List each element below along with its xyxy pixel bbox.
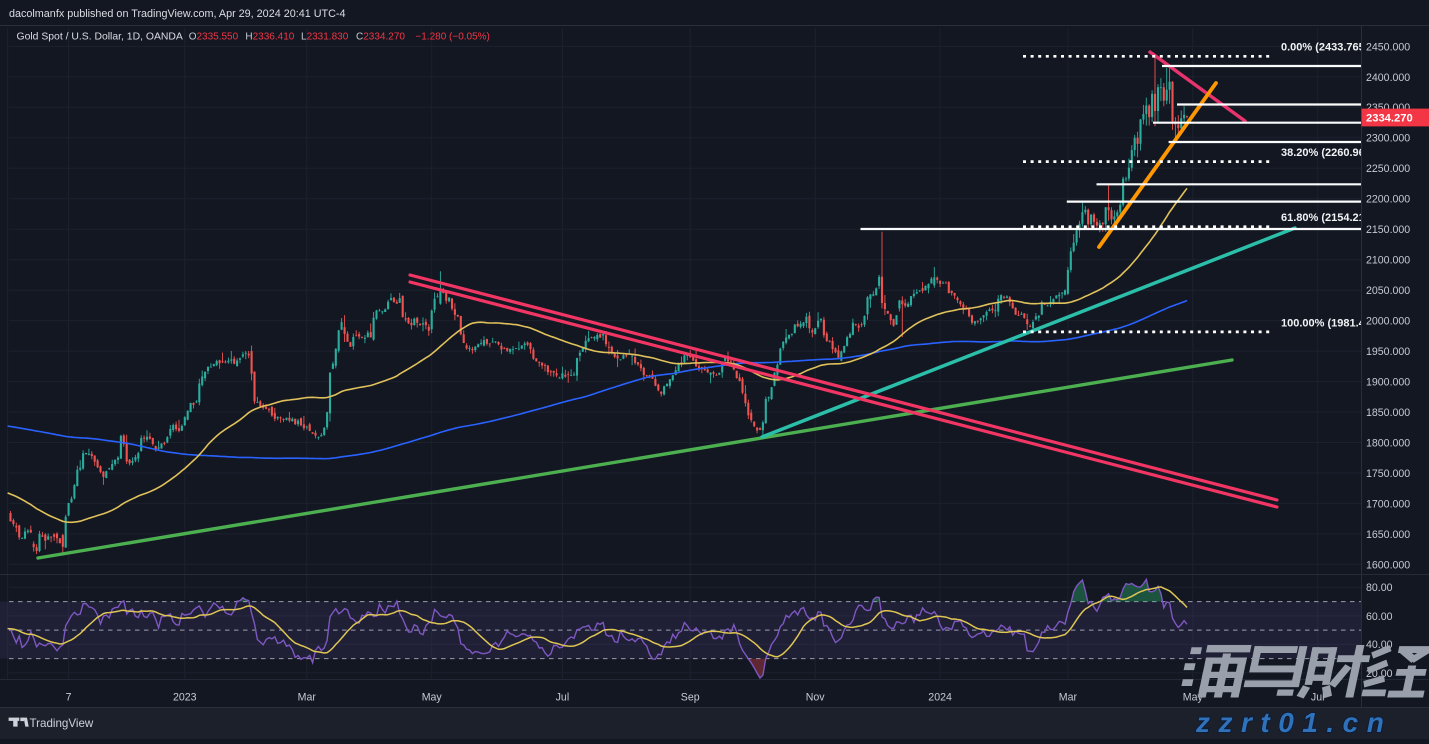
- svg-text:2023: 2023: [173, 692, 197, 704]
- svg-text:2250.000: 2250.000: [1366, 163, 1410, 175]
- svg-text:0.00% (2433.765): 0.00% (2433.765): [1281, 42, 1369, 54]
- svg-text:61.80% (2154.214): 61.80% (2154.214): [1281, 212, 1375, 224]
- svg-text:Sep: Sep: [681, 692, 700, 704]
- svg-text:May: May: [422, 692, 443, 704]
- svg-text:1900.000: 1900.000: [1366, 377, 1410, 389]
- svg-text:H2336.410: H2336.410: [245, 32, 294, 43]
- svg-text:zzrt01.cn: zzrt01.cn: [1195, 707, 1392, 738]
- svg-text:1800.000: 1800.000: [1366, 437, 1410, 449]
- svg-text:O2335.550: O2335.550: [189, 32, 239, 43]
- svg-text:2334.270: 2334.270: [1366, 112, 1413, 124]
- svg-text:60.00: 60.00: [1366, 611, 1393, 623]
- svg-text:TradingView: TradingView: [30, 717, 94, 730]
- svg-text:1600.000: 1600.000: [1366, 559, 1410, 571]
- svg-text:2024: 2024: [928, 692, 952, 704]
- svg-text:C2334.270: C2334.270: [356, 32, 405, 43]
- svg-text:dacolmanfx published on Tradin: dacolmanfx published on TradingView.com,…: [9, 8, 346, 20]
- svg-text:2100.000: 2100.000: [1366, 255, 1410, 267]
- svg-text:2050.000: 2050.000: [1366, 285, 1410, 297]
- svg-text:80.00: 80.00: [1366, 582, 1393, 594]
- svg-text:L2331.830: L2331.830: [301, 32, 349, 43]
- svg-text:Nov: Nov: [806, 692, 826, 704]
- svg-text:2000.000: 2000.000: [1366, 316, 1410, 328]
- svg-text:1850.000: 1850.000: [1366, 407, 1410, 419]
- svg-text:2400.000: 2400.000: [1366, 72, 1410, 84]
- svg-text:1700.000: 1700.000: [1366, 498, 1410, 510]
- svg-text:−1.280 (−0.05%): −1.280 (−0.05%): [415, 32, 490, 43]
- svg-text:1650.000: 1650.000: [1366, 529, 1410, 541]
- svg-text:1950.000: 1950.000: [1366, 346, 1410, 358]
- svg-text:1750.000: 1750.000: [1366, 468, 1410, 480]
- svg-text:Mar: Mar: [298, 692, 317, 704]
- svg-text:2300.000: 2300.000: [1366, 133, 1410, 145]
- svg-text:2200.000: 2200.000: [1366, 194, 1410, 206]
- svg-text:Mar: Mar: [1059, 692, 1078, 704]
- svg-text:38.20% (2260.968): 38.20% (2260.968): [1281, 147, 1375, 159]
- svg-text:2450.000: 2450.000: [1366, 41, 1410, 53]
- svg-text:Gold Spot / U.S. Dollar, 1D, O: Gold Spot / U.S. Dollar, 1D, OANDA: [17, 32, 183, 43]
- svg-text:2150.000: 2150.000: [1366, 224, 1410, 236]
- svg-text:Jul: Jul: [1311, 692, 1325, 704]
- svg-text:7: 7: [66, 692, 72, 704]
- svg-text:Jul: Jul: [556, 692, 570, 704]
